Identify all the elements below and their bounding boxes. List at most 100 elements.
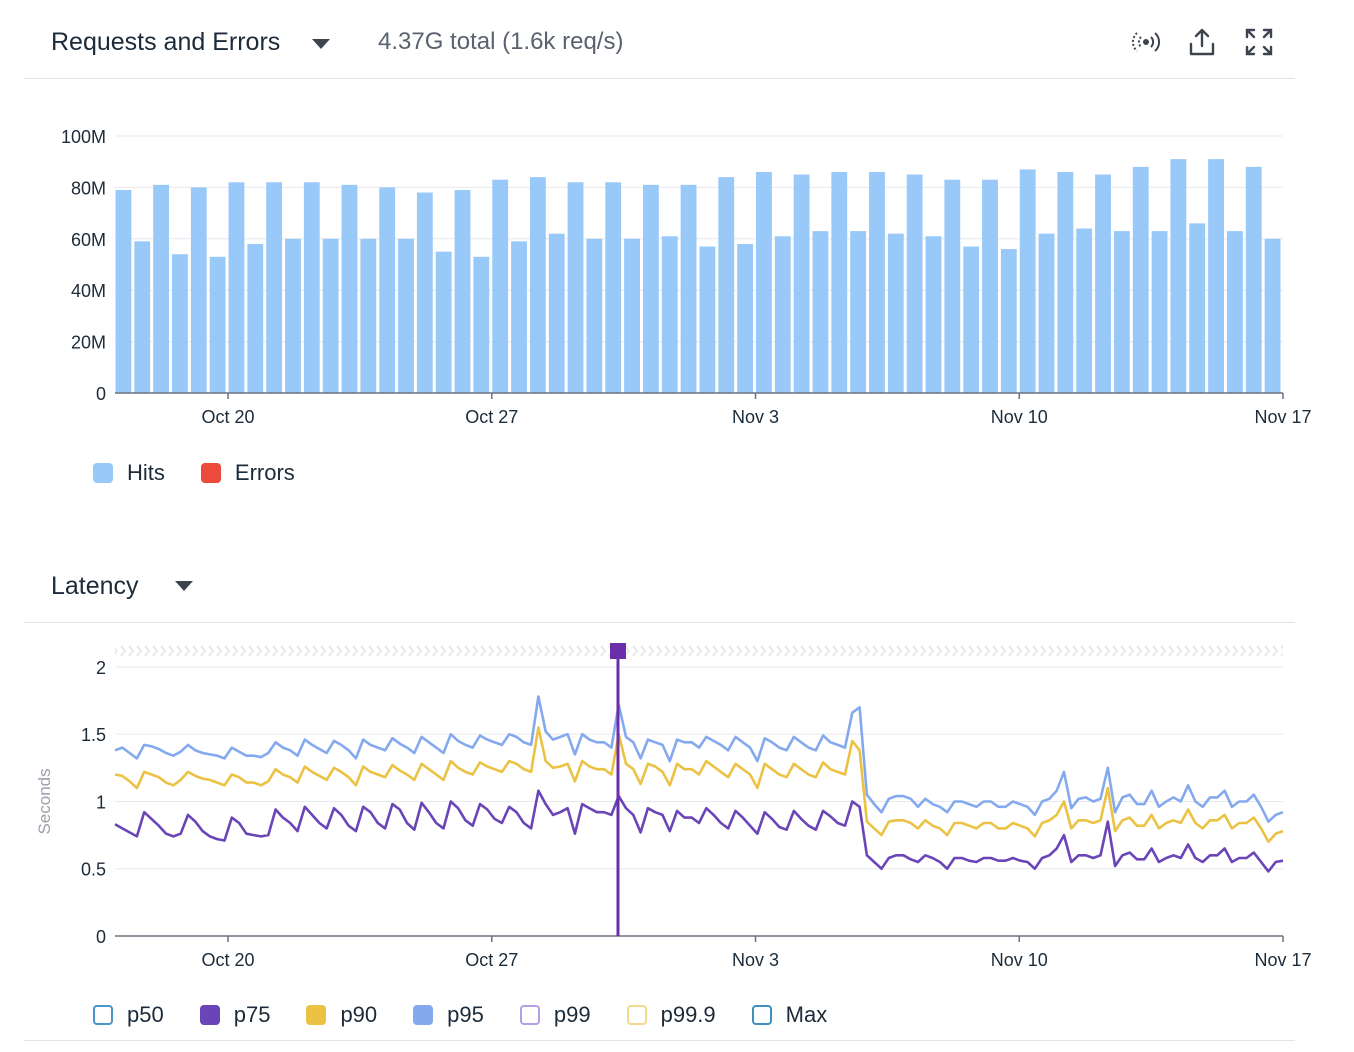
hits-bar — [341, 184, 358, 393]
hits-bar — [379, 187, 396, 393]
y-tick-label: 60M — [71, 230, 106, 250]
hits-bar — [680, 184, 697, 393]
x-tick-label: Nov 10 — [991, 407, 1048, 427]
y-tick-label: 0.5 — [81, 860, 106, 880]
hits-bar — [360, 238, 377, 393]
live-stream-icon[interactable] — [1130, 26, 1162, 58]
hits-bar — [812, 231, 829, 393]
legend-label: p90 — [340, 1002, 378, 1027]
hits-bar — [473, 256, 490, 393]
requests-dropdown-icon[interactable] — [312, 39, 330, 49]
requests-legend: Hits Errors — [93, 460, 331, 486]
hits-bar — [209, 256, 226, 393]
legend-label-errors: Errors — [234, 460, 295, 485]
export-icon[interactable] — [1186, 26, 1218, 58]
hits-bar — [944, 179, 961, 393]
hits-bar — [511, 241, 527, 393]
y-tick-label: 20M — [71, 333, 106, 353]
hits-bar — [1057, 171, 1074, 393]
hits-bar — [1170, 159, 1187, 393]
hits-bar — [247, 243, 264, 393]
latency-panel-title: Latency — [51, 572, 139, 600]
hits-bar — [153, 184, 170, 393]
latency-dropdown-icon[interactable] — [175, 581, 193, 591]
bottom-divider — [24, 1040, 1295, 1041]
legend-item-errors[interactable]: Errors — [200, 460, 295, 486]
hits-bar — [774, 236, 791, 393]
x-tick-label: Oct 27 — [465, 407, 518, 427]
hits-bar — [1038, 233, 1055, 393]
legend-label: p50 — [127, 1002, 164, 1027]
legend-item-p75[interactable]: p75 — [199, 1002, 271, 1028]
legend-swatch — [93, 1005, 113, 1025]
hits-bar — [963, 246, 980, 393]
hits-bar — [793, 174, 810, 393]
legend-item-p50[interactable]: p50 — [93, 1002, 164, 1028]
hits-bar — [1264, 238, 1281, 393]
legend-label: Max — [785, 1002, 828, 1027]
hits-bar — [454, 189, 471, 393]
legend-item-hits[interactable]: Hits — [93, 460, 165, 486]
latency-panel-header: Latency — [24, 544, 1295, 623]
hits-bar — [718, 177, 735, 393]
hits-bar — [529, 177, 546, 393]
legend-item-p99-9[interactable]: p99.9 — [626, 1002, 716, 1028]
hits-bar — [737, 243, 754, 393]
hits-bar — [567, 182, 584, 393]
hits-bar — [1019, 169, 1036, 393]
hits-bar — [982, 179, 998, 393]
legend-swatch — [199, 1005, 220, 1025]
hits-bar — [831, 171, 848, 393]
legend-label: p99.9 — [660, 1002, 716, 1027]
legend-item-p90[interactable]: p90 — [306, 1002, 377, 1028]
event-marker-handle — [609, 643, 626, 659]
hits-bar — [906, 174, 923, 393]
hits-bar — [925, 236, 942, 393]
legend-item-p95[interactable]: p95 — [413, 1002, 484, 1028]
x-tick-label: Nov 3 — [732, 950, 779, 970]
hits-bar — [1076, 228, 1093, 393]
requests-panel-header: Requests and Errors 4.37G total (1.6k re… — [24, 0, 1295, 79]
y-tick-label: 1 — [96, 792, 106, 812]
requests-bar-chart: 0 20M 40M 60M 80M 100M Oct 20 Oct 27 Nov 3 Nov 10… — [61, 127, 1312, 427]
legend-swatch — [519, 1005, 540, 1025]
hits-bar — [605, 182, 622, 393]
requests-total-summary: 4.37G total (1.6k req/s) — [378, 28, 624, 55]
hits-swatch — [93, 463, 113, 483]
hits-bar — [190, 187, 207, 393]
series-line-p95 — [114, 695, 1284, 823]
hits-bar — [1208, 159, 1224, 393]
legend-item-p99[interactable]: p99 — [519, 1002, 591, 1028]
y-tick-label: 80M — [71, 178, 106, 198]
hits-bar — [398, 238, 414, 393]
hits-bar — [869, 171, 885, 393]
hits-bar — [1226, 231, 1243, 393]
hits-bar — [586, 238, 603, 393]
hits-bar — [699, 246, 716, 393]
hits-bar — [1132, 166, 1149, 393]
requests-panel-title: Requests and Errors — [51, 28, 281, 56]
fullscreen-icon[interactable] — [1243, 26, 1275, 58]
hits-bar — [266, 182, 283, 393]
hits-bar — [624, 238, 640, 393]
y-axis-label: Seconds — [35, 768, 54, 834]
legend-label: p99 — [553, 1002, 591, 1027]
x-tick-label: Nov 17 — [1254, 950, 1311, 970]
hits-bar — [661, 236, 678, 393]
hits-bar — [285, 238, 301, 393]
legend-swatch — [626, 1005, 647, 1025]
legend-label: p75 — [233, 1002, 271, 1027]
hits-bar — [416, 192, 433, 393]
legend-item-max[interactable]: Max — [751, 1002, 828, 1028]
hits-bar — [115, 189, 132, 393]
x-tick-label: Nov 3 — [732, 407, 779, 427]
y-tick-label: 0 — [96, 927, 106, 947]
latency-legend: p50 p75 p90 p95 p99 p99.9 Max — [93, 1002, 863, 1028]
hits-bar — [435, 251, 452, 393]
y-tick-label: 2 — [96, 658, 106, 678]
hits-bar — [887, 233, 904, 393]
legend-label-hits: Hits — [127, 460, 165, 485]
hits-bar — [322, 238, 339, 393]
y-tick-label: 0 — [96, 384, 106, 404]
hits-bar — [303, 182, 320, 393]
